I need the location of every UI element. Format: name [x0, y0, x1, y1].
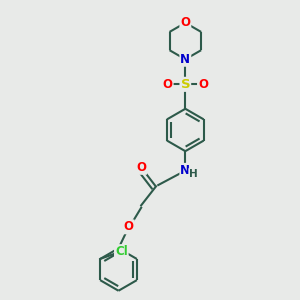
Text: S: S: [181, 78, 190, 91]
Text: O: O: [136, 161, 146, 174]
Text: Cl: Cl: [115, 245, 128, 258]
Text: O: O: [163, 78, 173, 91]
Text: N: N: [180, 164, 190, 177]
Text: O: O: [124, 220, 134, 233]
Text: O: O: [198, 78, 208, 91]
Text: N: N: [180, 53, 190, 66]
Text: H: H: [189, 169, 198, 179]
Text: O: O: [180, 16, 190, 29]
